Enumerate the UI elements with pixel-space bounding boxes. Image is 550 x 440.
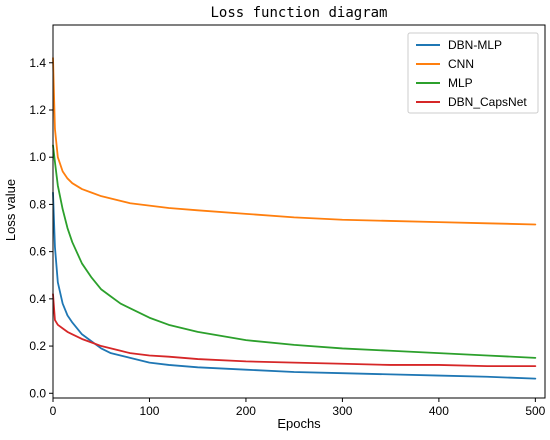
y-tick-label: 0.8: [29, 197, 46, 211]
legend-label: CNN: [448, 57, 474, 71]
legend-label: MLP: [448, 76, 473, 90]
x-tick-label: 300: [332, 404, 352, 418]
x-axis-label: Epochs: [277, 416, 321, 431]
y-tick-label: 0.0: [29, 386, 46, 400]
series-line-mlp: [52, 144, 537, 359]
x-tick-label: 200: [236, 404, 256, 418]
plot-frame: [52, 24, 546, 399]
y-tick-label: 0.4: [29, 292, 46, 306]
y-tick-label: 1.2: [29, 103, 46, 117]
legend-box: [407, 32, 539, 114]
chart-title: Loss function diagram: [210, 5, 387, 21]
legend: DBN-MLP CNN MLP DBN_CapsNet: [407, 32, 539, 114]
x-tick-label: 100: [139, 404, 159, 418]
y-tick-label: 0.6: [29, 245, 46, 259]
x-tick-label: 0: [50, 404, 57, 418]
y-tick-label: 1.0: [29, 150, 46, 164]
y-tick-label: 1.4: [29, 56, 46, 70]
y-axis-label: Loss value: [3, 179, 18, 241]
x-tick-label: 500: [525, 404, 545, 418]
legend-label: DBN-MLP: [448, 38, 502, 52]
series-line-dbn-mlp: [52, 191, 537, 380]
y-tick-label: 0.2: [29, 339, 46, 353]
series-line-dbn-capsnet: [52, 293, 537, 368]
x-tick-label: 400: [429, 404, 449, 418]
series-line-cnn: [52, 57, 537, 226]
legend-label: DBN_CapsNet: [448, 95, 527, 109]
